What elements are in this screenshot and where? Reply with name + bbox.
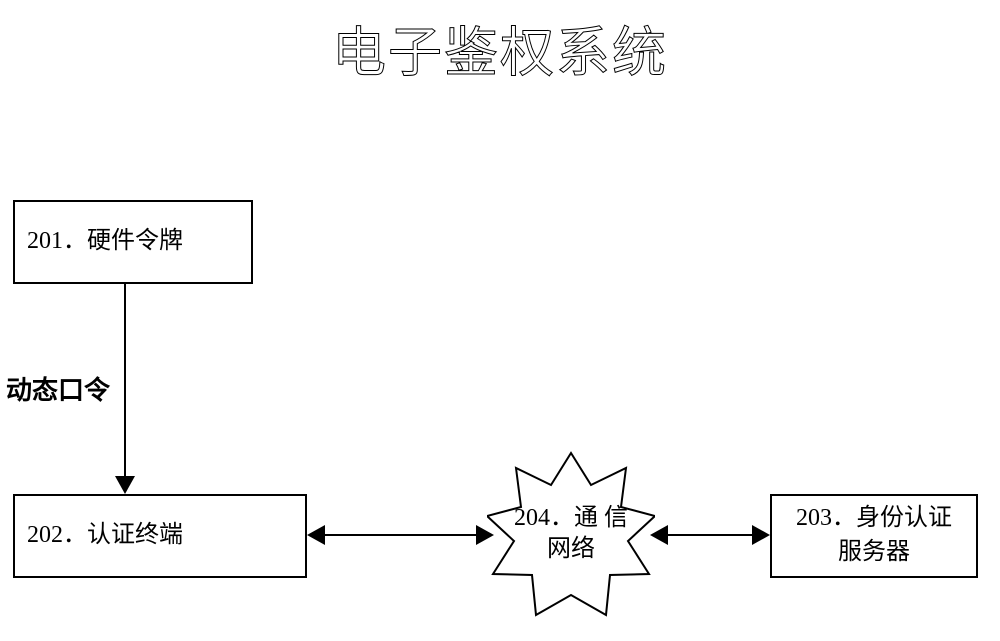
node-203-auth-server: 203．身份认证 服务器 (770, 494, 978, 578)
node-202-label: 202．认证终端 (27, 519, 183, 553)
diagram-title: 电子鉴权系统 (332, 8, 668, 87)
node-201-hardware-token: 201．硬件令牌 (13, 200, 253, 284)
edge-202-204-arrowhead-left (307, 525, 325, 545)
edge-202-204-line (323, 534, 478, 536)
edge-204-203-arrowhead-left (650, 525, 668, 545)
edge-204-203-arrowhead-right (752, 525, 770, 545)
node-204-label: 204．通 信网络 (511, 503, 631, 565)
edge-201-202-arrowhead (115, 476, 135, 494)
edge-201-202-line (124, 284, 126, 478)
node-201-label: 201．硬件令牌 (27, 225, 183, 259)
node-202-auth-terminal: 202．认证终端 (13, 494, 307, 578)
node-203-label: 203．身份认证 服务器 (796, 502, 952, 569)
edge-204-203-line (666, 534, 754, 536)
edge-202-204-arrowhead-right (476, 525, 494, 545)
edge-201-202-label: 动态口令 (6, 370, 110, 407)
node-204-comm-network: 204．通 信网络 (487, 450, 655, 618)
